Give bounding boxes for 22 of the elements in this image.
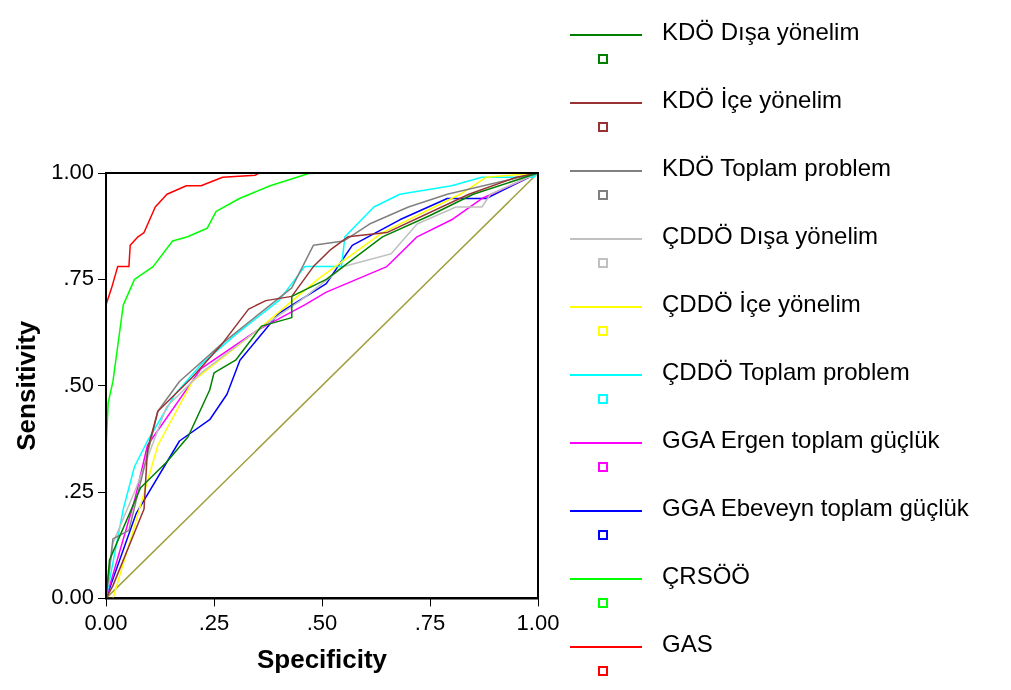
legend-label: ÇDDÖ Toplam problem [662, 358, 910, 386]
y-tick-label: 1.00 [51, 159, 95, 185]
x-tick-label: 1.00 [516, 609, 560, 635]
x-tick-label: .25 [198, 609, 230, 635]
y-tick-label: .25 [63, 478, 95, 504]
legend-label: GAS [662, 630, 713, 658]
y-tick-label: 0.00 [51, 584, 95, 610]
legend-label: ÇRSÖÖ [662, 562, 751, 590]
x-tick-label: 0.00 [84, 609, 128, 635]
x-tick-label: .50 [306, 609, 338, 635]
x-axis-title: Specificity [256, 643, 388, 674]
legend-label: GGA Ergen toplam güçlük [662, 426, 940, 454]
legend-label: KDÖ İçe yönelim [662, 86, 843, 114]
legend-label: ÇDDÖ Dışa yönelim [662, 222, 879, 250]
y-tick-label: .50 [63, 371, 95, 397]
legend-label: KDÖ Dışa yönelim [662, 18, 860, 46]
y-tick-label: .75 [63, 265, 95, 291]
x-tick-label: .75 [414, 609, 446, 635]
y-axis-title: Sensitivity [10, 320, 41, 451]
legend-label: KDÖ Toplam problem [662, 154, 891, 182]
legend-label: GGA Ebeveyn toplam güçlük [662, 494, 969, 522]
legend-label: ÇDDÖ İçe yönelim [662, 290, 861, 318]
